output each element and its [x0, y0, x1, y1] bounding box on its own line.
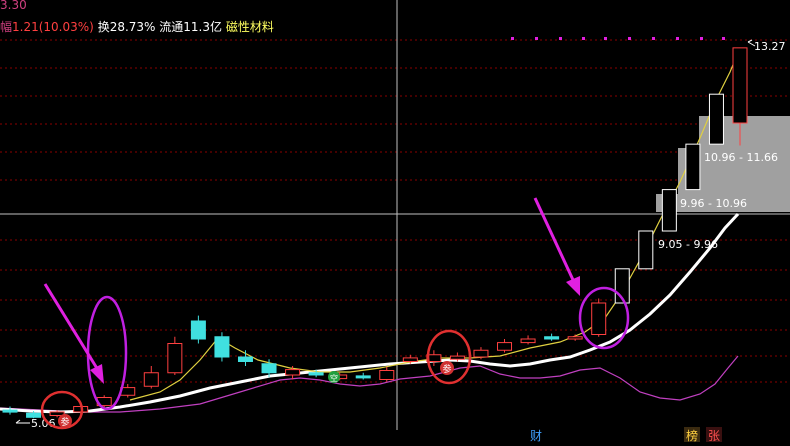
low-price-marker: 5.06	[15, 417, 56, 430]
candle-body	[2, 409, 18, 413]
change-label: 幅	[0, 20, 13, 34]
candle-body	[449, 355, 465, 360]
candle-body	[49, 411, 65, 416]
candle-body	[379, 370, 395, 380]
footer-cai[interactable]: 财	[530, 429, 542, 443]
candle-body	[308, 372, 324, 376]
highlight-ellipse-right	[578, 286, 630, 350]
candle-body	[402, 357, 418, 362]
svg-text:参: 参	[60, 416, 69, 428]
signal-dots	[511, 37, 725, 40]
marker-mid: 参	[440, 361, 454, 375]
footer-zhang-bg	[706, 427, 722, 442]
zone-mid	[656, 194, 790, 212]
zone-label-low: 9.05 - 9.96	[658, 238, 718, 251]
high-price-label: 13.27	[754, 40, 786, 53]
arrow-right	[533, 197, 580, 296]
header-info: 幅1.21(10.03%) 换28.73% 流通11.3亿 磁性材料	[0, 18, 274, 35]
candles	[2, 47, 748, 419]
candle-body	[497, 342, 513, 351]
candle-body	[26, 412, 42, 418]
float-cap: 流通11.3亿	[159, 20, 223, 34]
marker-green: 空	[328, 371, 340, 383]
ma-magenta-line	[0, 355, 739, 413]
candle-body	[708, 93, 724, 145]
svg-text:参: 参	[442, 363, 451, 375]
highlight-circle-mid	[426, 329, 472, 385]
ma-white-line	[0, 212, 740, 414]
marker-left: 参	[58, 414, 72, 428]
arrow-left	[43, 283, 104, 384]
candle-body	[473, 349, 489, 358]
candle-body	[567, 336, 583, 340]
turnover: 换28.73%	[97, 20, 156, 34]
candle-body	[732, 47, 748, 124]
candle-body	[355, 375, 371, 379]
candle-body	[214, 336, 230, 358]
low-price-label: 5.06	[31, 417, 56, 430]
candle-body	[544, 336, 560, 340]
candle-body	[261, 363, 277, 374]
zone-label-top: 10.96 - 11.66	[704, 151, 778, 164]
candle-body	[661, 189, 677, 232]
highlight-ellipse-left	[86, 295, 128, 411]
footer-bang-bg	[684, 427, 700, 442]
candle-body	[285, 369, 301, 376]
candle-body	[167, 343, 183, 374]
candle-body	[143, 372, 159, 387]
candle-body	[638, 230, 654, 270]
candle-body	[685, 143, 701, 191]
candle-body	[190, 320, 206, 340]
grid-lines	[0, 39, 790, 383]
sector: 磁性材料	[225, 20, 274, 34]
high-price-marker: 13.27	[747, 39, 786, 53]
zone-label-mid: 9.96 - 10.96	[680, 197, 747, 210]
svg-text:空: 空	[330, 373, 338, 383]
footer-zhang[interactable]: 张	[708, 429, 720, 443]
candle-body	[520, 338, 536, 344]
candle-body	[591, 302, 607, 335]
top-price-value: 3.30	[0, 0, 27, 12]
candle-body	[237, 356, 253, 362]
change-value: 1.21(10.03%)	[12, 20, 94, 34]
highlight-circle-left	[40, 390, 84, 430]
footer-bang[interactable]: 榜	[686, 428, 698, 443]
